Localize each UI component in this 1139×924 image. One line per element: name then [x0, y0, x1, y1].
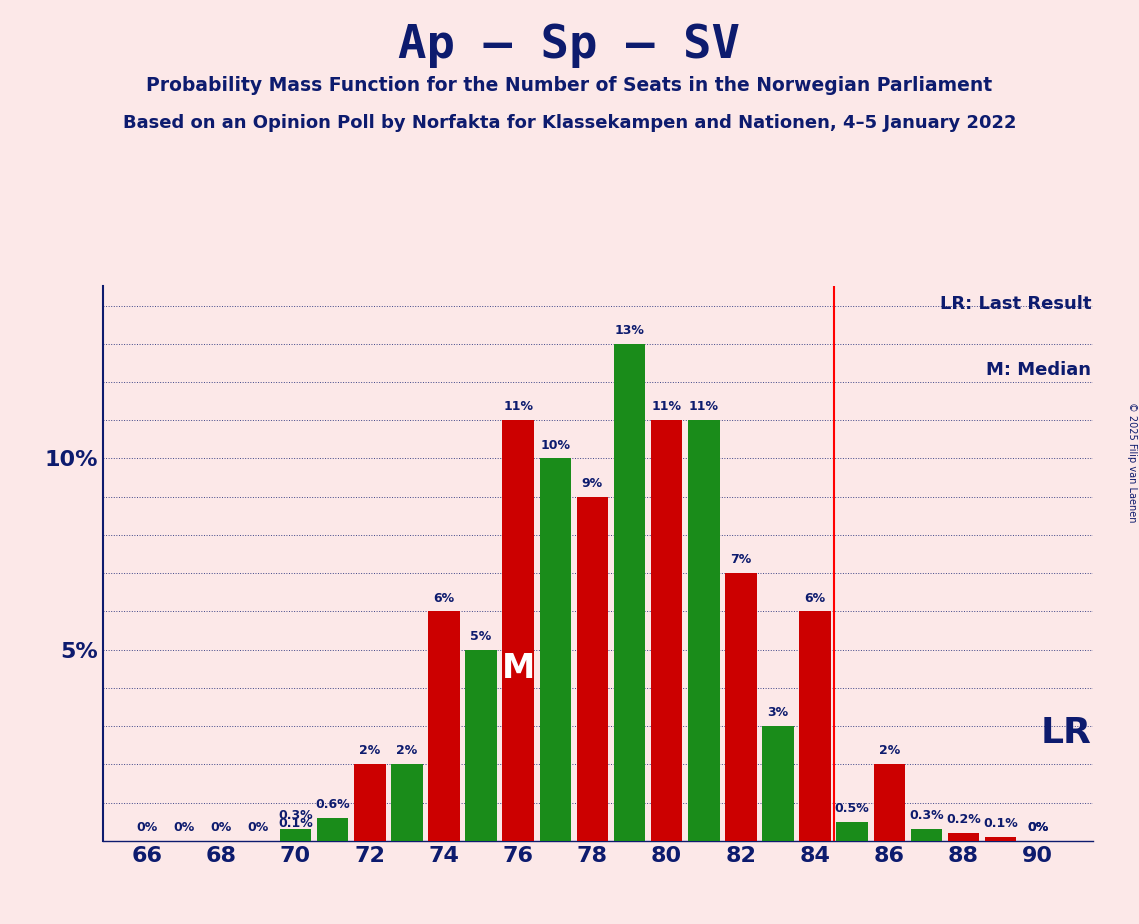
Text: 0%: 0% — [137, 821, 157, 834]
Text: 0.1%: 0.1% — [278, 817, 313, 830]
Text: 0.2%: 0.2% — [947, 813, 981, 826]
Bar — [800, 612, 830, 841]
Text: 0%: 0% — [173, 821, 195, 834]
Bar — [354, 764, 385, 841]
Bar — [428, 612, 460, 841]
Text: 6%: 6% — [804, 591, 826, 604]
Text: 11%: 11% — [652, 400, 681, 413]
Text: 13%: 13% — [615, 324, 645, 337]
Text: 2%: 2% — [359, 745, 380, 758]
Text: 0.3%: 0.3% — [278, 809, 313, 822]
Text: Based on an Opinion Poll by Norfakta for Klassekampen and Nationen, 4–5 January : Based on an Opinion Poll by Norfakta for… — [123, 114, 1016, 131]
Bar — [391, 764, 423, 841]
Text: 3%: 3% — [768, 706, 788, 719]
Text: 0%: 0% — [248, 821, 269, 834]
Bar — [985, 837, 1016, 841]
Text: LR: LR — [1041, 716, 1091, 750]
Text: 6%: 6% — [434, 591, 454, 604]
Bar — [614, 344, 646, 841]
Bar — [762, 726, 794, 841]
Text: © 2025 Filip van Laenen: © 2025 Filip van Laenen — [1126, 402, 1137, 522]
Text: 0.6%: 0.6% — [316, 798, 350, 811]
Bar — [280, 830, 311, 841]
Text: 9%: 9% — [582, 477, 603, 490]
Text: 2%: 2% — [878, 745, 900, 758]
Text: 10%: 10% — [540, 439, 571, 452]
Text: M: M — [501, 652, 535, 686]
Bar — [688, 420, 720, 841]
Text: 0%: 0% — [1027, 821, 1048, 834]
Text: 0.3%: 0.3% — [909, 809, 944, 822]
Text: Probability Mass Function for the Number of Seats in the Norwegian Parliament: Probability Mass Function for the Number… — [147, 76, 992, 95]
Bar — [948, 833, 980, 841]
Bar — [280, 837, 311, 841]
Text: 0.1%: 0.1% — [983, 817, 1018, 830]
Bar — [317, 818, 349, 841]
Text: 0.5%: 0.5% — [835, 802, 869, 815]
Text: M: Median: M: Median — [986, 361, 1091, 379]
Bar — [540, 458, 571, 841]
Text: 11%: 11% — [503, 400, 533, 413]
Bar — [502, 420, 534, 841]
Bar — [650, 420, 682, 841]
Bar — [466, 650, 497, 841]
Bar — [726, 573, 756, 841]
Text: 2%: 2% — [396, 745, 418, 758]
Text: 7%: 7% — [730, 553, 752, 566]
Text: 11%: 11% — [689, 400, 719, 413]
Bar — [576, 497, 608, 841]
Bar — [911, 830, 942, 841]
Text: 0%: 0% — [1027, 821, 1048, 834]
Bar — [836, 821, 868, 841]
Text: 0%: 0% — [211, 821, 232, 834]
Text: 5%: 5% — [470, 630, 492, 643]
Text: Ap – Sp – SV: Ap – Sp – SV — [399, 23, 740, 68]
Text: LR: Last Result: LR: Last Result — [940, 295, 1091, 312]
Bar — [874, 764, 906, 841]
